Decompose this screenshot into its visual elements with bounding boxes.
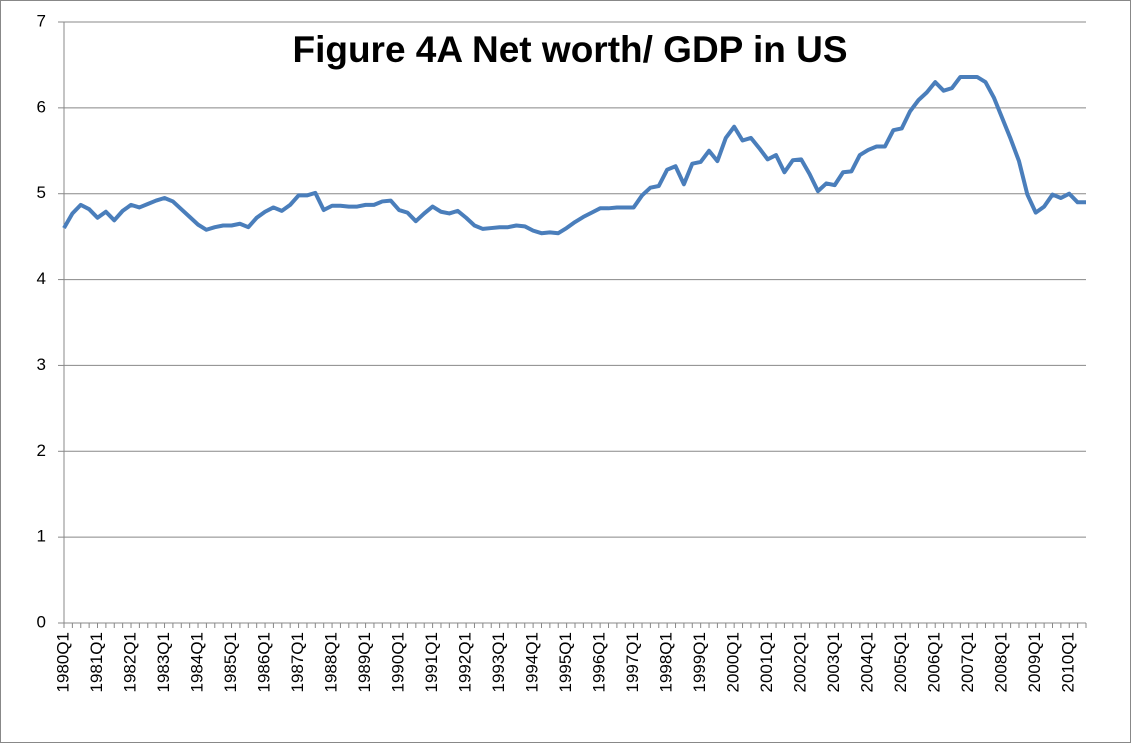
y-tick-label: 5 [37, 183, 46, 202]
x-tick-label: 2010Q1 [1059, 632, 1078, 693]
x-tick-label: 1986Q1 [255, 632, 274, 693]
x-tick-label: 2004Q1 [858, 632, 877, 693]
y-tick-label: 6 [37, 97, 46, 116]
x-tick-label: 1999Q1 [690, 632, 709, 693]
x-tick-label: 1989Q1 [355, 632, 374, 693]
x-tick-label: 1983Q1 [154, 632, 173, 693]
x-tick-label: 1995Q1 [556, 632, 575, 693]
x-tick-label: 1997Q1 [623, 632, 642, 693]
x-tick-label: 2002Q1 [791, 632, 810, 693]
x-tick-label: 1994Q1 [523, 632, 542, 693]
x-tick-label: 1991Q1 [422, 632, 441, 693]
x-tick-label: 1996Q1 [590, 632, 609, 693]
x-tick-label: 2003Q1 [824, 632, 843, 693]
data-line [62, 74, 1086, 236]
x-tick-label: 1993Q1 [489, 632, 508, 693]
x-tick-label: 2009Q1 [1025, 632, 1044, 693]
y-tick-label: 0 [37, 612, 46, 631]
x-tick-label: 1985Q1 [221, 632, 240, 693]
x-tick-label: 2005Q1 [891, 632, 910, 693]
x-tick-label: 1980Q1 [53, 632, 72, 693]
x-tick-label: 1987Q1 [288, 632, 307, 693]
x-tick-label: 2007Q1 [958, 632, 977, 693]
y-tick-label: 1 [37, 527, 46, 546]
y-tick-label: 2 [37, 441, 46, 460]
y-tick-label: 7 [37, 11, 46, 30]
x-tick-label: 1984Q1 [188, 632, 207, 693]
x-tick-label: 1992Q1 [456, 632, 475, 693]
x-tick-label: 1988Q1 [322, 632, 341, 693]
x-tick-label: 1998Q1 [657, 632, 676, 693]
x-tick-label: 2000Q1 [724, 632, 743, 693]
x-tick-label: 1990Q1 [389, 632, 408, 693]
x-tick-label: 2006Q1 [925, 632, 944, 693]
chart-title: Figure 4A Net worth/ GDP in US [292, 29, 847, 70]
x-tick-label: 1981Q1 [87, 632, 106, 693]
x-tick-label: 1982Q1 [121, 632, 140, 693]
x-tick-label: 2001Q1 [757, 632, 776, 693]
y-tick-label: 4 [37, 269, 46, 288]
x-tick-label: 2008Q1 [992, 632, 1011, 693]
y-tick-label: 3 [37, 355, 46, 374]
